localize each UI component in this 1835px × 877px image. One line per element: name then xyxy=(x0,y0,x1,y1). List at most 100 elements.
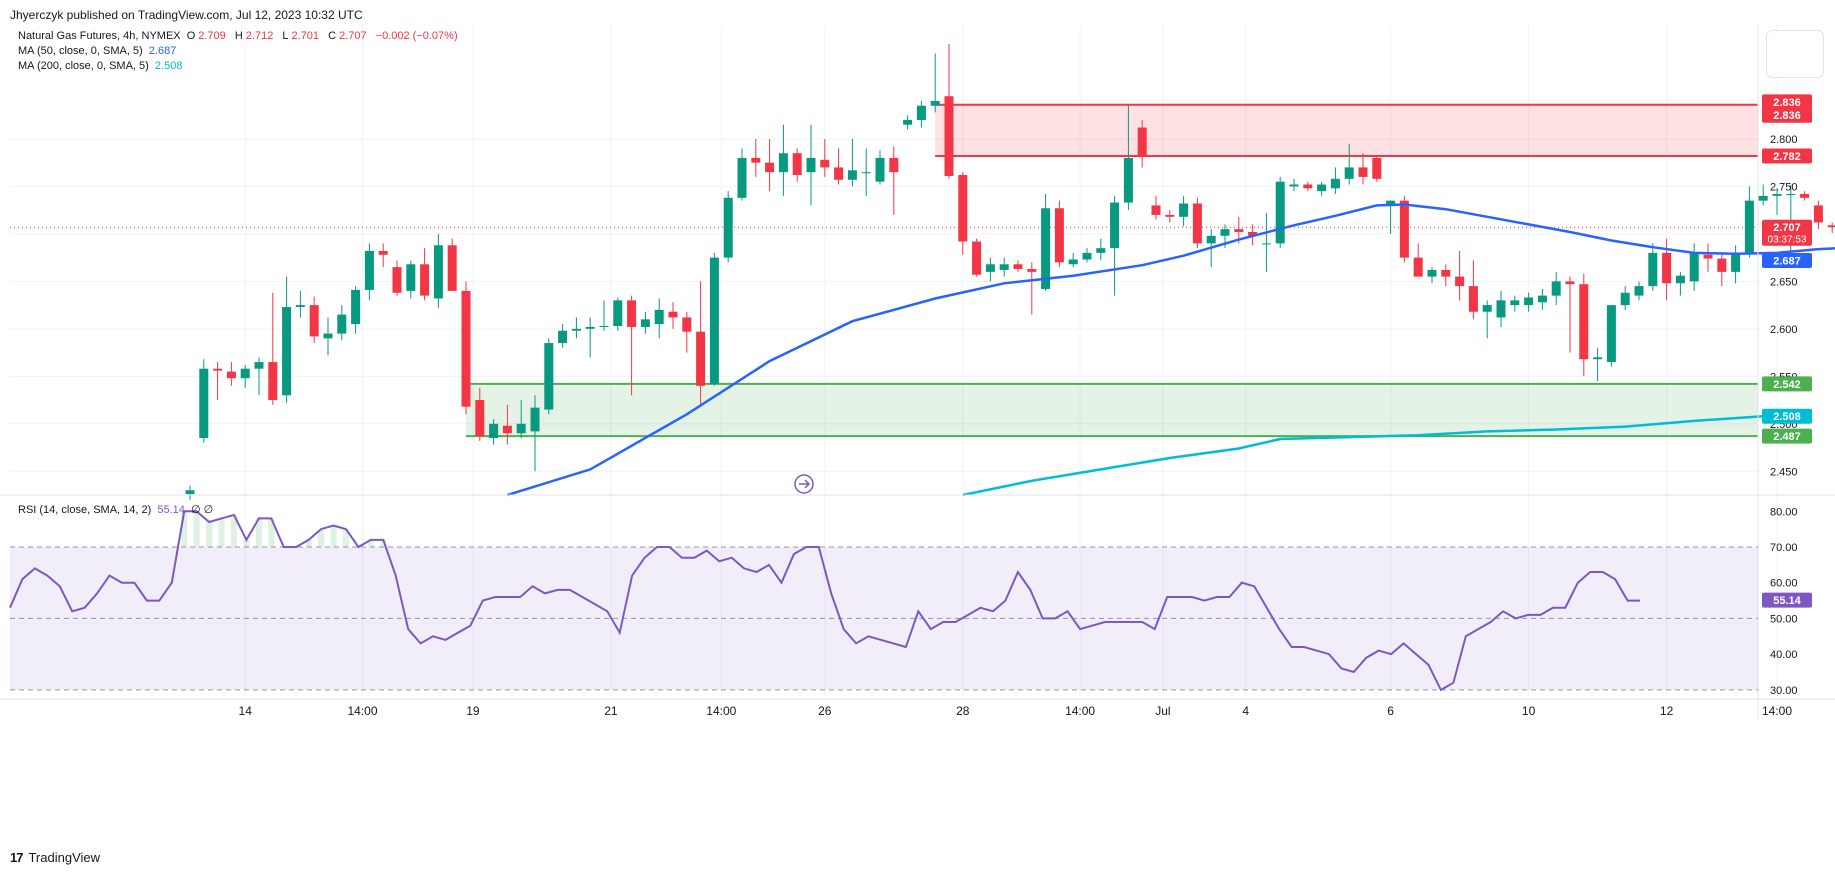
ma200-value: 2.508 xyxy=(154,60,183,72)
candle xyxy=(1344,143,1354,185)
candle-body xyxy=(751,157,761,163)
candle-body xyxy=(847,170,857,180)
candle xyxy=(903,115,913,130)
candle xyxy=(1524,292,1534,312)
candle-body xyxy=(1772,194,1782,196)
candle-body xyxy=(1648,252,1658,287)
candle xyxy=(1510,295,1520,312)
replay-icon xyxy=(794,474,814,494)
candle-body xyxy=(489,423,499,439)
candle-body xyxy=(571,328,581,331)
support-zone xyxy=(466,383,1758,437)
ma50-legend[interactable]: MA (50, close, 0, SMA, 5) 2.687 xyxy=(18,45,179,57)
candle-body xyxy=(213,368,223,371)
candle xyxy=(323,317,333,356)
candle-body xyxy=(295,305,305,307)
price-tag-label: 2.687 xyxy=(1773,255,1801,267)
candle xyxy=(351,286,361,334)
candle-body xyxy=(1261,243,1271,245)
ma200-line xyxy=(962,414,1764,497)
candle xyxy=(1399,195,1409,263)
candle-body xyxy=(1413,257,1423,277)
candle-body xyxy=(599,325,609,327)
candle-body xyxy=(420,264,430,296)
candle xyxy=(1330,167,1340,195)
candle xyxy=(1179,195,1189,227)
candle xyxy=(1041,194,1051,291)
candle-body xyxy=(861,172,871,174)
time-tick-label: 19 xyxy=(466,704,480,718)
candle-body xyxy=(1565,281,1575,285)
candle xyxy=(1413,243,1423,277)
candle xyxy=(1551,271,1561,306)
candle-body xyxy=(1027,269,1037,272)
candle xyxy=(847,138,857,187)
candle-body xyxy=(1013,264,1023,270)
time-tick-label: 21 xyxy=(604,704,618,718)
candle xyxy=(295,290,305,318)
rsi-tick-label: 80.00 xyxy=(1770,506,1798,518)
chart-frame[interactable]: 2.4502.5002.5502.6002.6502.7002.7502.800… xyxy=(0,25,1835,843)
ma200-legend[interactable]: MA (200, close, 0, SMA, 5) 2.508 xyxy=(18,60,185,72)
ohlc-close: C 2.707 xyxy=(328,30,367,42)
candle-body xyxy=(765,162,775,173)
time-tick-label: 14 xyxy=(239,704,253,718)
candle xyxy=(213,362,223,401)
candle xyxy=(199,359,209,443)
candle xyxy=(1372,156,1382,182)
ohlc-open: O 2.709 xyxy=(186,30,226,42)
ma50-label: MA (50, close, 0, SMA, 5) xyxy=(18,45,143,57)
publisher-line: Jhyerczyk published on TradingView.com, … xyxy=(10,8,363,22)
candle-body xyxy=(1179,203,1189,217)
candle-body xyxy=(1123,157,1133,203)
rsi-tick-label: 70.00 xyxy=(1770,542,1798,554)
candle-body xyxy=(268,362,278,401)
candle-body xyxy=(1427,269,1437,277)
candle-body xyxy=(820,159,830,168)
footer-brand: 17 TradingView xyxy=(10,850,100,865)
rsi-overbought-fill xyxy=(181,511,387,547)
candle xyxy=(364,243,374,301)
candle-body xyxy=(1082,252,1092,260)
candle-body xyxy=(903,119,913,125)
candle-body xyxy=(792,153,802,176)
candle-body xyxy=(1234,229,1244,232)
time-tick-label: 6 xyxy=(1387,704,1394,718)
price-tag xyxy=(1762,94,1812,110)
symbol-title[interactable]: Natural Gas Futures, 4h, NYMEX xyxy=(18,30,181,42)
candle xyxy=(544,338,554,415)
candle xyxy=(1054,200,1064,268)
candle-body xyxy=(778,153,788,173)
rsi-tick-label: 50.00 xyxy=(1770,613,1798,625)
candle xyxy=(1303,181,1313,192)
candle xyxy=(668,302,678,329)
chart-corner-button[interactable] xyxy=(1766,30,1824,78)
candle xyxy=(985,257,995,282)
candle xyxy=(709,252,719,386)
candle-body xyxy=(1248,231,1258,236)
candle xyxy=(916,100,926,128)
candle xyxy=(765,138,775,192)
rsi-legend[interactable]: RSI (14, close, SMA, 14, 2) 55.14 ∅ ∅ xyxy=(18,503,216,516)
candle-body xyxy=(972,241,982,275)
rsi-tag-label: 55.14 xyxy=(1773,595,1801,607)
candle-body xyxy=(1317,184,1327,192)
candle-body xyxy=(1386,200,1396,206)
candle-body xyxy=(1054,208,1064,263)
candle xyxy=(1192,197,1202,249)
time-tick-label: 10 xyxy=(1522,704,1536,718)
tradingview-logo-icon: 17 xyxy=(10,850,24,865)
price-change: −0.002 (−0.07%) xyxy=(375,30,458,42)
chart-canvas[interactable]: 2.4502.5002.5502.6002.6502.7002.7502.800… xyxy=(0,25,1835,843)
price-tag xyxy=(1762,219,1812,246)
candle xyxy=(240,364,250,388)
candle-body xyxy=(1510,300,1520,306)
time-tick-label: 14:00 xyxy=(706,704,736,718)
price-tag xyxy=(1762,252,1812,268)
candle xyxy=(268,292,278,405)
candle-body xyxy=(668,311,678,318)
candle-body xyxy=(1634,286,1644,296)
candle-body xyxy=(364,250,374,290)
candle-body xyxy=(1358,167,1368,177)
candle xyxy=(972,238,982,277)
